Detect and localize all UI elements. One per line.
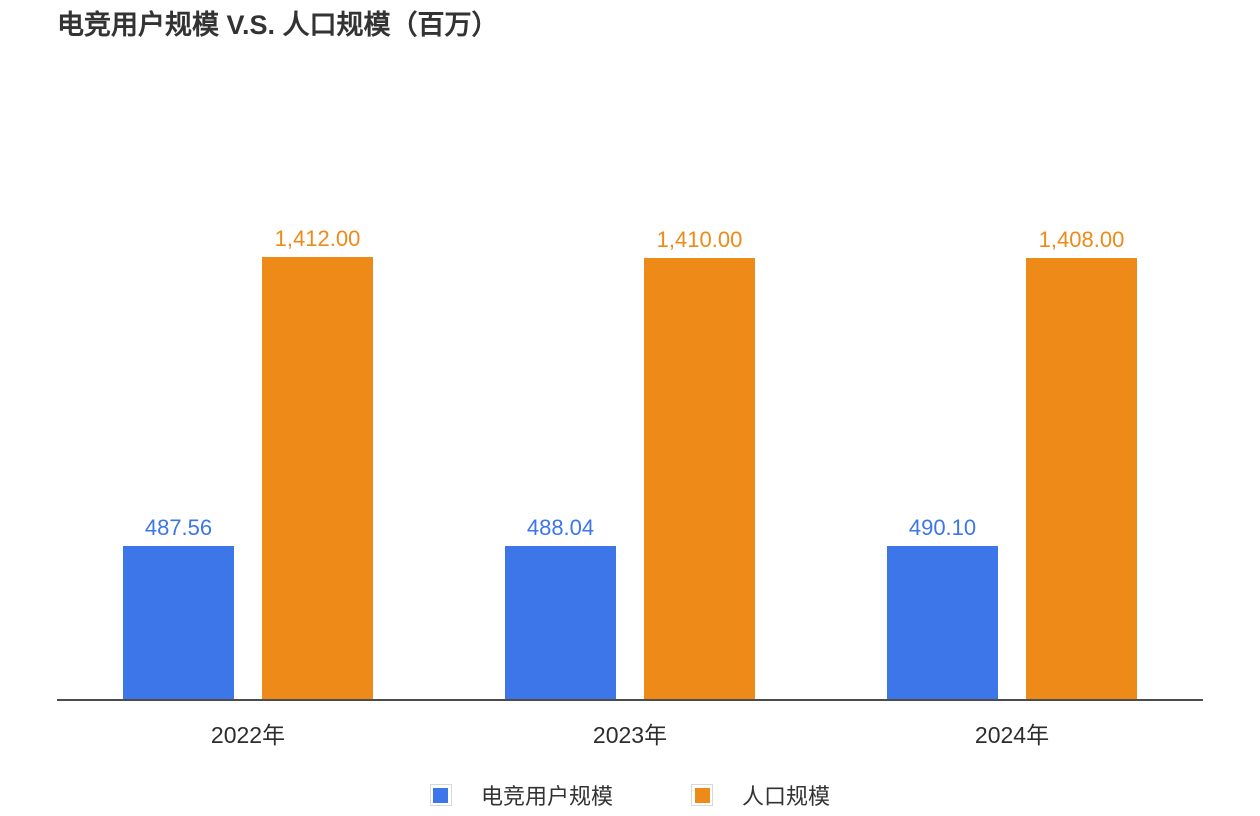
bar-column: 1,410.00	[644, 229, 755, 699]
bar-group-2: 488.04 1,410.00	[439, 229, 821, 699]
x-axis-label-2024年: 2024年	[974, 722, 1050, 748]
x-axis-line	[57, 699, 1203, 701]
bar-pair: 487.56 1,412.00	[123, 228, 373, 699]
legend-label: 人口规模	[742, 784, 831, 809]
legend-swatch-icon	[691, 784, 713, 806]
bar-人口规模-2022年[interactable]	[262, 257, 373, 699]
bar-column: 487.56	[123, 517, 234, 699]
bar-column: 488.04	[505, 517, 616, 699]
plot-area: 487.56 1,412.00 488.04 1,410.00 490.10 1,408.…	[57, 0, 1203, 699]
bar-电竞用户规模-2023年[interactable]	[505, 546, 616, 699]
bar-column: 490.10	[887, 517, 998, 699]
legend-swatch-fill	[433, 787, 449, 803]
legend-swatch-icon	[429, 784, 452, 806]
legend-label: 电竞用户规模	[480, 784, 613, 809]
bar-人口规模-2024年[interactable]	[1026, 258, 1137, 699]
value-label: 1,408.00	[1038, 227, 1125, 252]
legend: 电竞用户规模 人口规模	[0, 779, 1260, 811]
bar-column: 1,412.00	[262, 228, 373, 699]
bar-pair: 490.10 1,408.00	[887, 229, 1137, 699]
legend-item-人口规模[interactable]: 人口规模	[691, 779, 830, 811]
legend-item-电竞用户规模[interactable]: 电竞用户规模	[429, 779, 613, 811]
bar-groups: 487.56 1,412.00 488.04 1,410.00 490.10 1,408.…	[57, 0, 1203, 699]
bar-人口规模-2023年[interactable]	[644, 258, 755, 699]
value-label: 488.04	[526, 515, 595, 540]
value-label: 1,412.00	[274, 226, 361, 251]
x-axis-labels: 2022年 2023年 2024年	[57, 716, 1203, 750]
bar-group-1: 487.56 1,412.00	[57, 228, 439, 699]
bar-group-3: 490.10 1,408.00	[821, 229, 1203, 699]
x-axis-label-2022年: 2022年	[210, 722, 286, 748]
bar-电竞用户规模-2022年[interactable]	[123, 546, 234, 699]
bar-column: 1,408.00	[1026, 229, 1137, 699]
value-label: 1,410.00	[656, 227, 743, 252]
chart-title: 电竞用户规模 V.S. 人口规模（百万）	[57, 10, 499, 40]
value-label: 487.56	[144, 515, 213, 540]
bar-pair: 488.04 1,410.00	[505, 229, 755, 699]
value-label: 490.10	[908, 515, 977, 540]
bar-电竞用户规模-2024年[interactable]	[887, 546, 998, 699]
legend-swatch-fill	[694, 787, 710, 803]
x-axis-label-2023年: 2023年	[592, 722, 668, 748]
